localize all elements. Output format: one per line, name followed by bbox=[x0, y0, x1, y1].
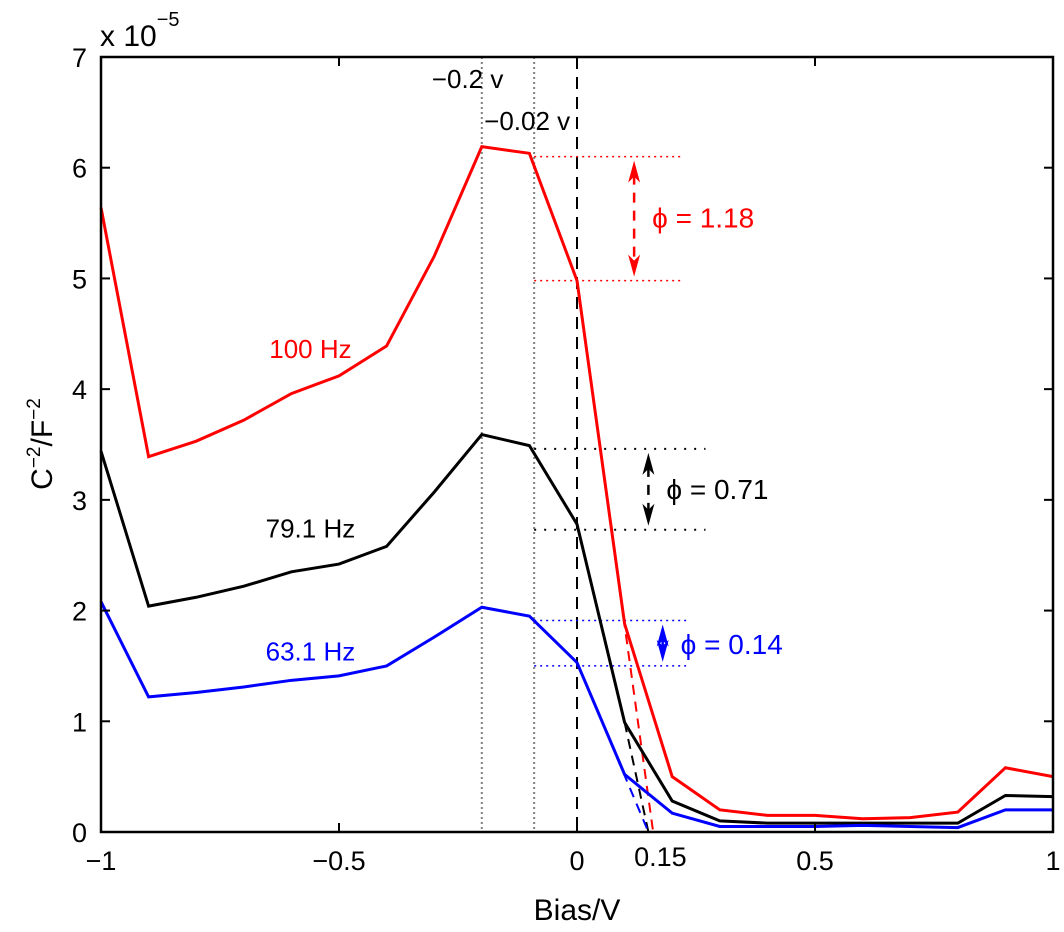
series-label-0: 100 Hz bbox=[269, 334, 351, 364]
y-tick-label-0: 0 bbox=[72, 818, 87, 848]
arrow-head-up-2 bbox=[656, 624, 669, 647]
x-tick-label-0: −1 bbox=[86, 846, 117, 876]
series-line-63-1-Hz bbox=[99, 601, 1053, 830]
y-label-c: C bbox=[26, 468, 59, 490]
y-label-sep: /F bbox=[26, 420, 59, 447]
ticks: −1 −0.5 0 0.15 0.5 1 0 1 2 3 4 5 6 7 bbox=[72, 43, 1061, 876]
y-tick-label-5: 5 bbox=[72, 264, 87, 294]
y-tick-label-6: 6 bbox=[72, 154, 87, 184]
x-tick-label-5: 1 bbox=[1045, 846, 1060, 876]
arrow-head-up-0 bbox=[628, 160, 641, 183]
series-line-100-Hz bbox=[99, 145, 1054, 821]
phi-annotation-2: ϕ = 0.14 bbox=[681, 629, 783, 660]
extrapolation-line-1 bbox=[623, 722, 650, 833]
annotation-arrows bbox=[628, 160, 669, 662]
y-tick-label-1: 1 bbox=[72, 707, 87, 737]
arrow-head-down-1 bbox=[642, 503, 655, 526]
series-label-2: 63.1 Hz bbox=[266, 636, 356, 666]
phi-annotation-1: ϕ = 0.71 bbox=[666, 474, 768, 505]
x-axis-label: Bias/V bbox=[534, 894, 621, 927]
y-tick-label-7: 7 bbox=[72, 43, 87, 73]
vline-label-1: −0.02 v bbox=[484, 106, 570, 136]
series-lines bbox=[99, 145, 1054, 830]
arrow-head-up-1 bbox=[642, 452, 655, 475]
y-label-c-exp: −2 bbox=[24, 447, 45, 469]
y-multiplier-exp: −5 bbox=[157, 9, 180, 31]
x-tick-label-1: −0.5 bbox=[312, 846, 365, 876]
reference-lines bbox=[480, 57, 578, 832]
y-tick-label-2: 2 bbox=[72, 597, 87, 627]
arrow-head-down-2 bbox=[656, 639, 669, 662]
phi-annotation-0: ϕ = 1.18 bbox=[652, 203, 754, 234]
x-tick-label-2: 0 bbox=[569, 846, 584, 876]
annotation-guides bbox=[534, 155, 706, 667]
y-axis-label: C−2/F−2 bbox=[24, 398, 59, 490]
series-line-79-1-Hz bbox=[99, 432, 1054, 825]
y-tick-label-3: 3 bbox=[72, 486, 87, 516]
arrow-head-down-0 bbox=[628, 254, 641, 277]
x-tick-label-4: 0.5 bbox=[796, 846, 834, 876]
y-tick-label-4: 4 bbox=[72, 375, 87, 405]
y-multiplier: x 10−5 bbox=[100, 9, 180, 53]
text-labels: −0.2 v −0.02 v ϕ = 1.18 ϕ = 0.71 ϕ = 0.14 100… bbox=[266, 64, 783, 666]
vline-label-0: −0.2 v bbox=[432, 64, 504, 94]
series-label-1: 79.1 Hz bbox=[266, 514, 356, 544]
y-label-f-exp: −2 bbox=[24, 398, 45, 420]
x-tick-label-3: 0.15 bbox=[634, 842, 687, 872]
y-multiplier-base: x 10 bbox=[100, 20, 157, 53]
